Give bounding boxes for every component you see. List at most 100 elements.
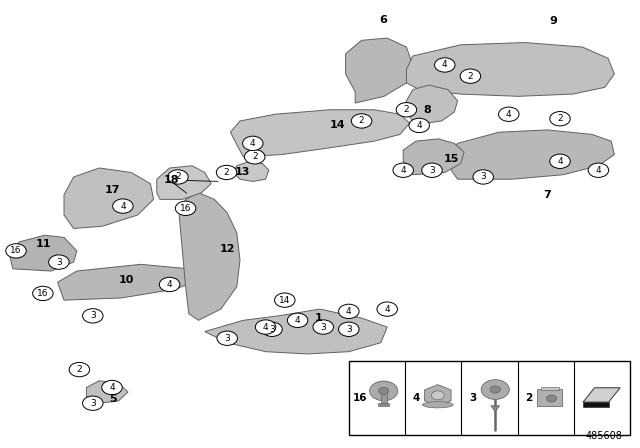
Circle shape (396, 103, 417, 117)
Circle shape (243, 136, 263, 151)
Text: 9: 9 (550, 16, 557, 26)
Polygon shape (10, 235, 77, 271)
Circle shape (422, 163, 442, 177)
Polygon shape (491, 406, 500, 412)
Text: 12: 12 (220, 244, 235, 254)
Circle shape (262, 322, 282, 336)
Text: 4: 4 (442, 60, 447, 69)
Circle shape (339, 304, 359, 319)
Circle shape (287, 313, 308, 327)
Text: 4: 4 (167, 280, 172, 289)
Text: 2: 2 (525, 392, 532, 403)
Text: 4: 4 (250, 139, 255, 148)
Text: 3: 3 (346, 325, 351, 334)
Ellipse shape (422, 401, 453, 408)
Circle shape (217, 331, 237, 345)
Polygon shape (86, 381, 128, 403)
Circle shape (370, 381, 398, 401)
Circle shape (49, 255, 69, 269)
Text: 10: 10 (119, 275, 134, 285)
Circle shape (499, 107, 519, 121)
Bar (541, 387, 559, 391)
Polygon shape (64, 168, 154, 228)
Circle shape (379, 387, 389, 395)
Text: 4: 4 (506, 110, 511, 119)
Circle shape (216, 165, 237, 180)
Text: 3: 3 (225, 334, 230, 343)
Polygon shape (157, 166, 211, 199)
Circle shape (431, 391, 444, 400)
Text: 4: 4 (346, 307, 351, 316)
Text: 4: 4 (401, 166, 406, 175)
Text: 16: 16 (353, 392, 367, 403)
Circle shape (481, 380, 509, 400)
Circle shape (377, 302, 397, 316)
Circle shape (275, 293, 295, 307)
Text: 2: 2 (252, 152, 257, 161)
Bar (381, 391, 387, 403)
Text: 2: 2 (224, 168, 229, 177)
Text: 4: 4 (109, 383, 115, 392)
Text: 2: 2 (77, 365, 82, 374)
Bar (538, 389, 562, 406)
Text: 3: 3 (269, 325, 275, 334)
Polygon shape (346, 38, 413, 103)
Circle shape (33, 286, 53, 301)
Polygon shape (58, 264, 198, 300)
Circle shape (168, 170, 188, 184)
Polygon shape (179, 193, 240, 320)
Text: 11: 11 (36, 239, 51, 249)
Text: 4: 4 (596, 166, 601, 175)
Bar (349, 361, 630, 435)
Circle shape (339, 322, 359, 336)
Polygon shape (403, 139, 464, 175)
Text: 17: 17 (104, 185, 120, 195)
Text: 2: 2 (404, 105, 409, 114)
Circle shape (550, 154, 570, 168)
Circle shape (255, 320, 276, 334)
Polygon shape (406, 43, 614, 96)
Text: 3: 3 (481, 172, 486, 181)
Circle shape (244, 150, 265, 164)
Text: 6: 6 (379, 15, 387, 25)
Circle shape (83, 309, 103, 323)
Circle shape (6, 244, 26, 258)
Text: 1: 1 (314, 313, 322, 323)
Text: 2: 2 (359, 116, 364, 125)
Text: 485608: 485608 (585, 431, 622, 441)
Circle shape (588, 163, 609, 177)
Text: 4: 4 (417, 121, 422, 130)
Circle shape (175, 201, 196, 215)
Text: 2: 2 (175, 172, 180, 181)
Polygon shape (230, 110, 410, 157)
Text: 4: 4 (413, 392, 420, 403)
Circle shape (102, 380, 122, 395)
Polygon shape (583, 402, 609, 408)
Polygon shape (205, 309, 387, 354)
Polygon shape (445, 130, 614, 179)
Polygon shape (583, 388, 620, 402)
Text: 3: 3 (56, 258, 61, 267)
Circle shape (393, 163, 413, 177)
Circle shape (460, 69, 481, 83)
Circle shape (550, 112, 570, 126)
Circle shape (435, 58, 455, 72)
Circle shape (113, 199, 133, 213)
Circle shape (83, 396, 103, 410)
Text: 4: 4 (385, 305, 390, 314)
Polygon shape (424, 384, 451, 406)
Circle shape (490, 386, 500, 393)
Text: 4: 4 (295, 316, 300, 325)
Text: 3: 3 (321, 323, 326, 332)
Bar (378, 402, 390, 406)
Text: 7: 7 (543, 190, 551, 200)
Text: 3: 3 (90, 311, 95, 320)
Circle shape (409, 118, 429, 133)
Text: 3: 3 (90, 399, 95, 408)
Polygon shape (234, 161, 269, 181)
Circle shape (473, 170, 493, 184)
Text: 16: 16 (180, 204, 191, 213)
Text: 15: 15 (444, 154, 459, 164)
Text: 16: 16 (10, 246, 22, 255)
Polygon shape (406, 85, 458, 123)
